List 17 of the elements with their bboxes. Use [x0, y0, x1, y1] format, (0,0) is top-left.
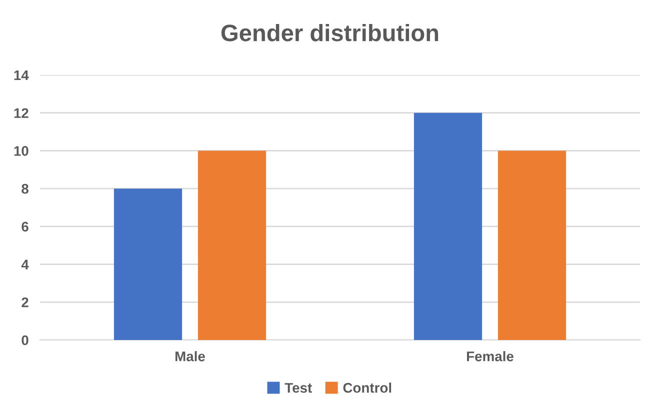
bar	[198, 150, 266, 340]
bar	[498, 150, 566, 340]
legend-label: Control	[343, 382, 392, 393]
legend-label: Test	[284, 383, 312, 393]
y-tick-label: 6	[22, 222, 28, 232]
y-tick-label: 8	[22, 184, 28, 194]
bar	[114, 188, 182, 340]
y-tick-label: 14	[14, 70, 29, 80]
y-tick-label: 0	[22, 335, 28, 346]
y-tick-label: 12	[14, 108, 28, 118]
x-tick-label: Female	[467, 351, 514, 362]
bar	[414, 112, 482, 340]
y-tick-label: 4	[21, 260, 29, 270]
x-tick-label: Male	[175, 351, 205, 362]
y-tick-label: 10	[14, 146, 28, 156]
y-tick-label: 2	[22, 297, 28, 308]
chart-title: Gender distribution	[221, 24, 438, 42]
